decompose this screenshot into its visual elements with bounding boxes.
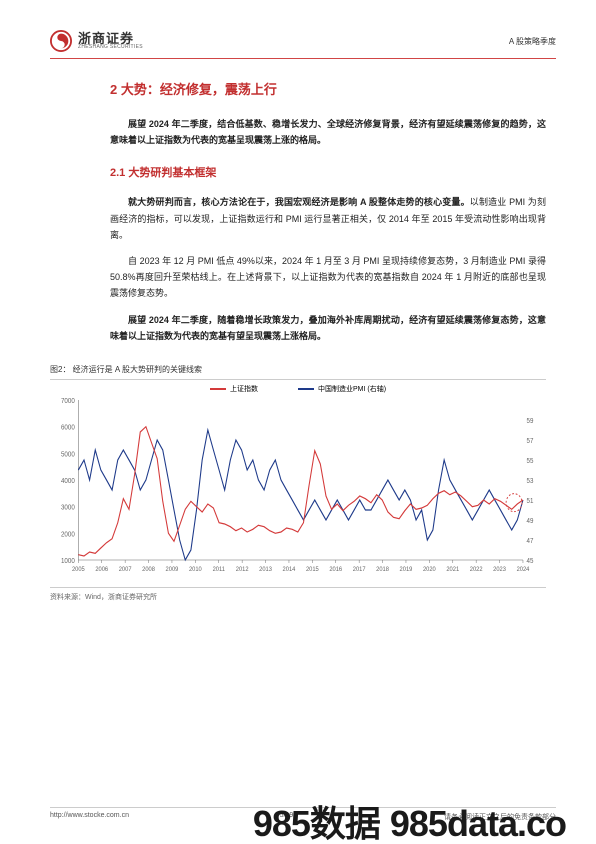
para-4: 展望 2024 年二季度，随着稳增长政策发力，叠加海外补库周期扰动，经济有望延续… xyxy=(110,312,546,344)
legend-pmi: 中国制造业PMI (右轴) xyxy=(298,384,386,394)
svg-text:2018: 2018 xyxy=(376,566,389,573)
svg-text:2017: 2017 xyxy=(353,566,366,573)
svg-text:7000: 7000 xyxy=(61,398,75,405)
svg-text:47: 47 xyxy=(527,538,534,545)
figure-caption: 图2： 经济运行是 A 股大势研判的关键线索 xyxy=(50,364,546,375)
svg-text:2015: 2015 xyxy=(306,566,319,573)
svg-text:2019: 2019 xyxy=(400,566,413,573)
watermark-right: 985data.co xyxy=(390,806,566,842)
figure-source: 资料来源：Wind，浙商证券研究所 xyxy=(50,587,546,602)
svg-text:6000: 6000 xyxy=(61,424,75,431)
svg-text:2011: 2011 xyxy=(213,566,226,573)
subsection-title: 2.1 大势研判基本框架 xyxy=(110,164,546,180)
legend-pmi-label: 中国制造业PMI (右轴) xyxy=(318,384,386,394)
page-header: 浙商证券 ZHESHANG SECURITIES A 股策略季度 xyxy=(50,30,556,59)
svg-text:55: 55 xyxy=(527,458,534,465)
svg-text:2006: 2006 xyxy=(95,566,108,573)
header-category: A 股策略季度 xyxy=(509,36,556,47)
legend-sse-label: 上证指数 xyxy=(230,384,258,394)
svg-text:3000: 3000 xyxy=(61,504,75,511)
svg-text:4000: 4000 xyxy=(61,478,75,485)
watermark-left: 985数据 xyxy=(253,806,380,842)
legend-swatch-sse xyxy=(210,388,226,390)
para-2-lead: 就大势研判而言，核心方法论在于，我国宏观经济是影响 A 股整体走势的核心变量。 xyxy=(128,197,470,207)
logo-icon xyxy=(50,30,72,52)
para-1: 展望 2024 年二季度，结合低基数、稳增长发力、全球经济修复背景，经济有望延续… xyxy=(110,116,546,148)
svg-text:2013: 2013 xyxy=(259,566,272,573)
svg-text:2010: 2010 xyxy=(189,566,202,573)
legend-sse: 上证指数 xyxy=(210,384,258,394)
line-chart: 1000 2000 3000 4000 5000 6000 7000 45 47 49 51 53 55… xyxy=(50,396,546,576)
logo-block: 浙商证券 ZHESHANG SECURITIES xyxy=(50,30,143,52)
svg-text:57: 57 xyxy=(527,438,534,445)
svg-text:51: 51 xyxy=(527,498,534,505)
svg-text:45: 45 xyxy=(527,558,534,565)
para-3: 自 2023 年 12 月 PMI 低点 49%以来，2024 年 1 月至 3… xyxy=(110,253,546,302)
svg-text:2009: 2009 xyxy=(166,566,179,573)
svg-text:2021: 2021 xyxy=(446,566,459,573)
svg-text:2014: 2014 xyxy=(283,566,296,573)
svg-text:2007: 2007 xyxy=(119,566,132,573)
svg-text:2000: 2000 xyxy=(61,531,75,538)
logo-text: 浙商证券 ZHESHANG SECURITIES xyxy=(78,32,143,50)
svg-text:1000: 1000 xyxy=(61,558,75,565)
svg-text:2023: 2023 xyxy=(493,566,506,573)
svg-text:5000: 5000 xyxy=(61,451,75,458)
legend-swatch-pmi xyxy=(298,388,314,390)
svg-text:2005: 2005 xyxy=(72,566,85,573)
svg-text:49: 49 xyxy=(527,518,534,525)
watermark: 985数据 985data.co xyxy=(253,806,566,842)
logo-en: ZHESHANG SECURITIES xyxy=(78,45,143,50)
svg-text:2016: 2016 xyxy=(329,566,342,573)
para-2: 就大势研判而言，核心方法论在于，我国宏观经济是影响 A 股整体走势的核心变量。以… xyxy=(110,194,546,243)
svg-text:2022: 2022 xyxy=(470,566,483,573)
svg-text:59: 59 xyxy=(527,418,534,425)
footer-url: http://www.stocke.com.cn xyxy=(50,812,129,822)
svg-text:2012: 2012 xyxy=(236,566,249,573)
chart-legend: 上证指数 中国制造业PMI (右轴) xyxy=(50,384,546,394)
svg-text:53: 53 xyxy=(527,478,534,485)
section-title: 2 大势：经济修复，震荡上行 xyxy=(110,79,546,98)
content: 2 大势：经济修复，震荡上行 展望 2024 年二季度，结合低基数、稳增长发力、… xyxy=(50,59,556,602)
svg-text:2024: 2024 xyxy=(517,566,530,573)
svg-text:2020: 2020 xyxy=(423,566,436,573)
page-root: 浙商证券 ZHESHANG SECURITIES A 股策略季度 2 大势：经济… xyxy=(0,0,596,842)
svg-text:2008: 2008 xyxy=(142,566,155,573)
chart-container: 上证指数 中国制造业PMI (右轴) 1000 2000 3000 4000 5000 6… xyxy=(50,379,546,581)
